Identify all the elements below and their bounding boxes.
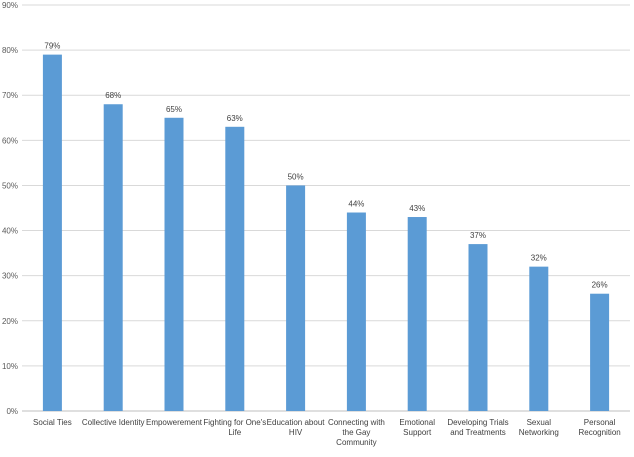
- y-tick-label: 20%: [2, 317, 18, 326]
- bar: [407, 217, 427, 411]
- y-tick-label: 80%: [2, 46, 18, 55]
- data-label: 68%: [105, 91, 121, 100]
- bar: [225, 126, 245, 412]
- bar: [590, 293, 610, 411]
- data-label: 44%: [348, 200, 364, 209]
- bar: [286, 185, 306, 411]
- category-label: Social Ties: [33, 418, 72, 427]
- data-label: 32%: [531, 254, 547, 263]
- y-tick-label: 10%: [2, 362, 18, 371]
- category-label: Developing Trials and Treatments: [447, 418, 508, 437]
- y-tick-label: 90%: [2, 1, 18, 10]
- gridlines: [22, 4, 630, 412]
- bar: [164, 117, 184, 412]
- x-axis-categories: Social Ties Collective Identity Empowereme…: [33, 418, 621, 447]
- y-tick-label: 40%: [2, 227, 18, 236]
- y-tick-label: 60%: [2, 136, 18, 145]
- data-label: 63%: [227, 114, 243, 123]
- y-tick-label: 0%: [6, 407, 18, 416]
- data-label: 79%: [44, 42, 60, 51]
- data-label: 26%: [592, 281, 608, 290]
- data-label: 50%: [288, 172, 304, 181]
- category-label: Education about HIV: [267, 418, 326, 437]
- y-tick-label: 30%: [2, 272, 18, 281]
- category-label: Emotional Support: [399, 418, 435, 437]
- data-label: 43%: [409, 204, 425, 213]
- bar: [42, 54, 62, 411]
- bars: [42, 54, 610, 412]
- category-label: Fighting for One's Life: [203, 418, 266, 437]
- y-axis-ticks: 0% 10% 20% 30% 40% 50% 60% 70% 80% 90%: [2, 1, 18, 416]
- category-label: Sexual Networking: [519, 418, 559, 437]
- bar: [468, 244, 488, 411]
- category-label: Personal Recognition: [578, 418, 620, 437]
- y-tick-label: 70%: [2, 91, 18, 100]
- category-label: Collective Identity: [82, 418, 145, 427]
- data-labels: 79% 68% 65% 63% 50% 44% 43% 37% 32% 26%: [44, 42, 607, 290]
- data-label: 65%: [166, 105, 182, 114]
- category-label: Empowerement: [146, 418, 203, 427]
- bar: [103, 104, 123, 411]
- category-label: Connecting with the Gay Community: [328, 418, 385, 447]
- bar: [346, 212, 366, 411]
- y-tick-label: 50%: [2, 181, 18, 190]
- bar: [529, 266, 549, 411]
- data-label: 37%: [470, 231, 486, 240]
